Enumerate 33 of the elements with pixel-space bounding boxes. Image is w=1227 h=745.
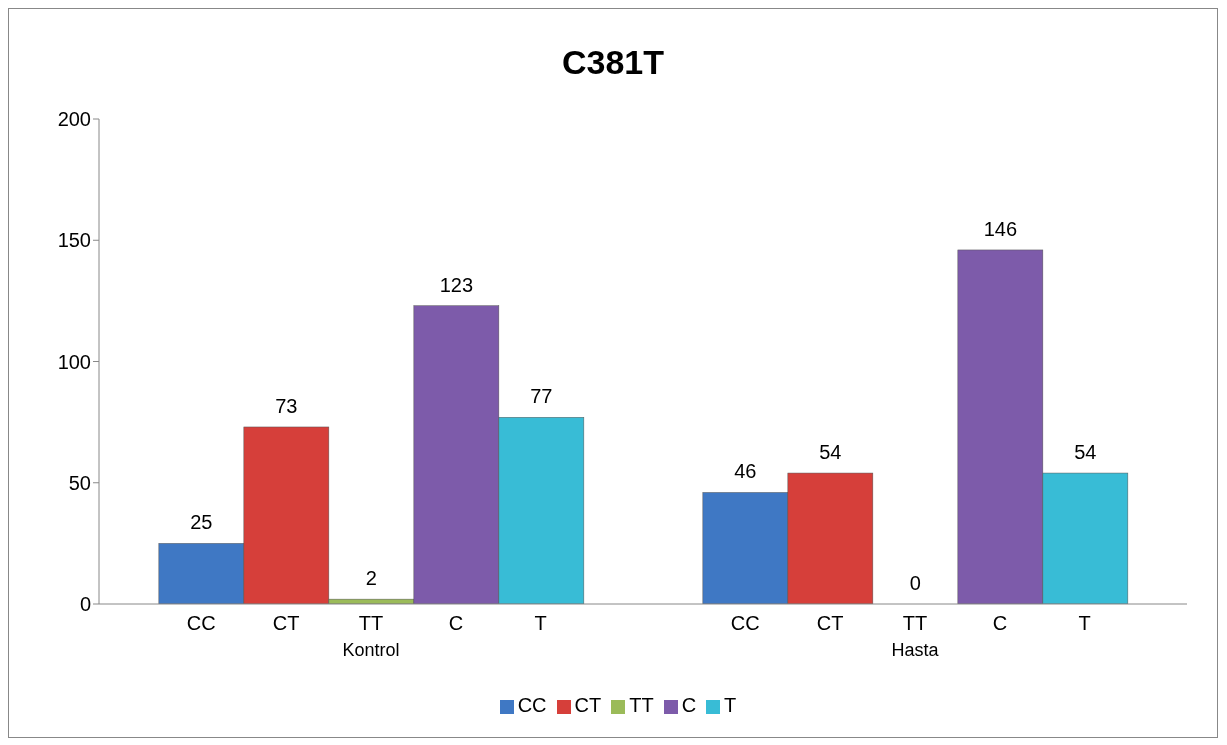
data-label: 73 (275, 394, 298, 417)
text: CC (186, 612, 216, 634)
text: CT (816, 612, 844, 634)
data-label: 77 (530, 385, 553, 408)
data-label: 54 (1074, 441, 1097, 464)
legend-label: C (681, 694, 697, 716)
y-tick-label: 0 (79, 593, 91, 616)
chart-title: C381T (560, 43, 666, 82)
data-label: 46 (734, 460, 757, 483)
text: C (992, 612, 1008, 634)
data-label: 25 (190, 511, 213, 534)
data-label: 146 (983, 217, 1018, 240)
text: TT (902, 612, 928, 634)
text: T (1078, 612, 1091, 634)
x-tick-label: Hasta (891, 640, 940, 660)
data-label: 54 (819, 441, 842, 464)
legend-label: CT (574, 694, 602, 716)
legend-label: TT (629, 694, 654, 716)
y-tick-label: 200 (57, 108, 91, 131)
y-tick-label: 50 (68, 471, 91, 494)
legend-label: CC (517, 694, 547, 716)
y-tick-label: 100 (57, 350, 91, 373)
data-label: 2 (365, 567, 377, 590)
data-label: 123 (439, 273, 474, 296)
text: CT (272, 612, 300, 634)
y-tick-label: 150 (57, 229, 91, 252)
legend-label: T (724, 694, 737, 716)
text: C (448, 612, 464, 634)
data-label: 0 (909, 572, 921, 594)
x-tick-label: Kontrol (342, 640, 400, 660)
text: T (534, 612, 547, 634)
text: CC (730, 612, 760, 634)
text: TT (358, 612, 384, 634)
